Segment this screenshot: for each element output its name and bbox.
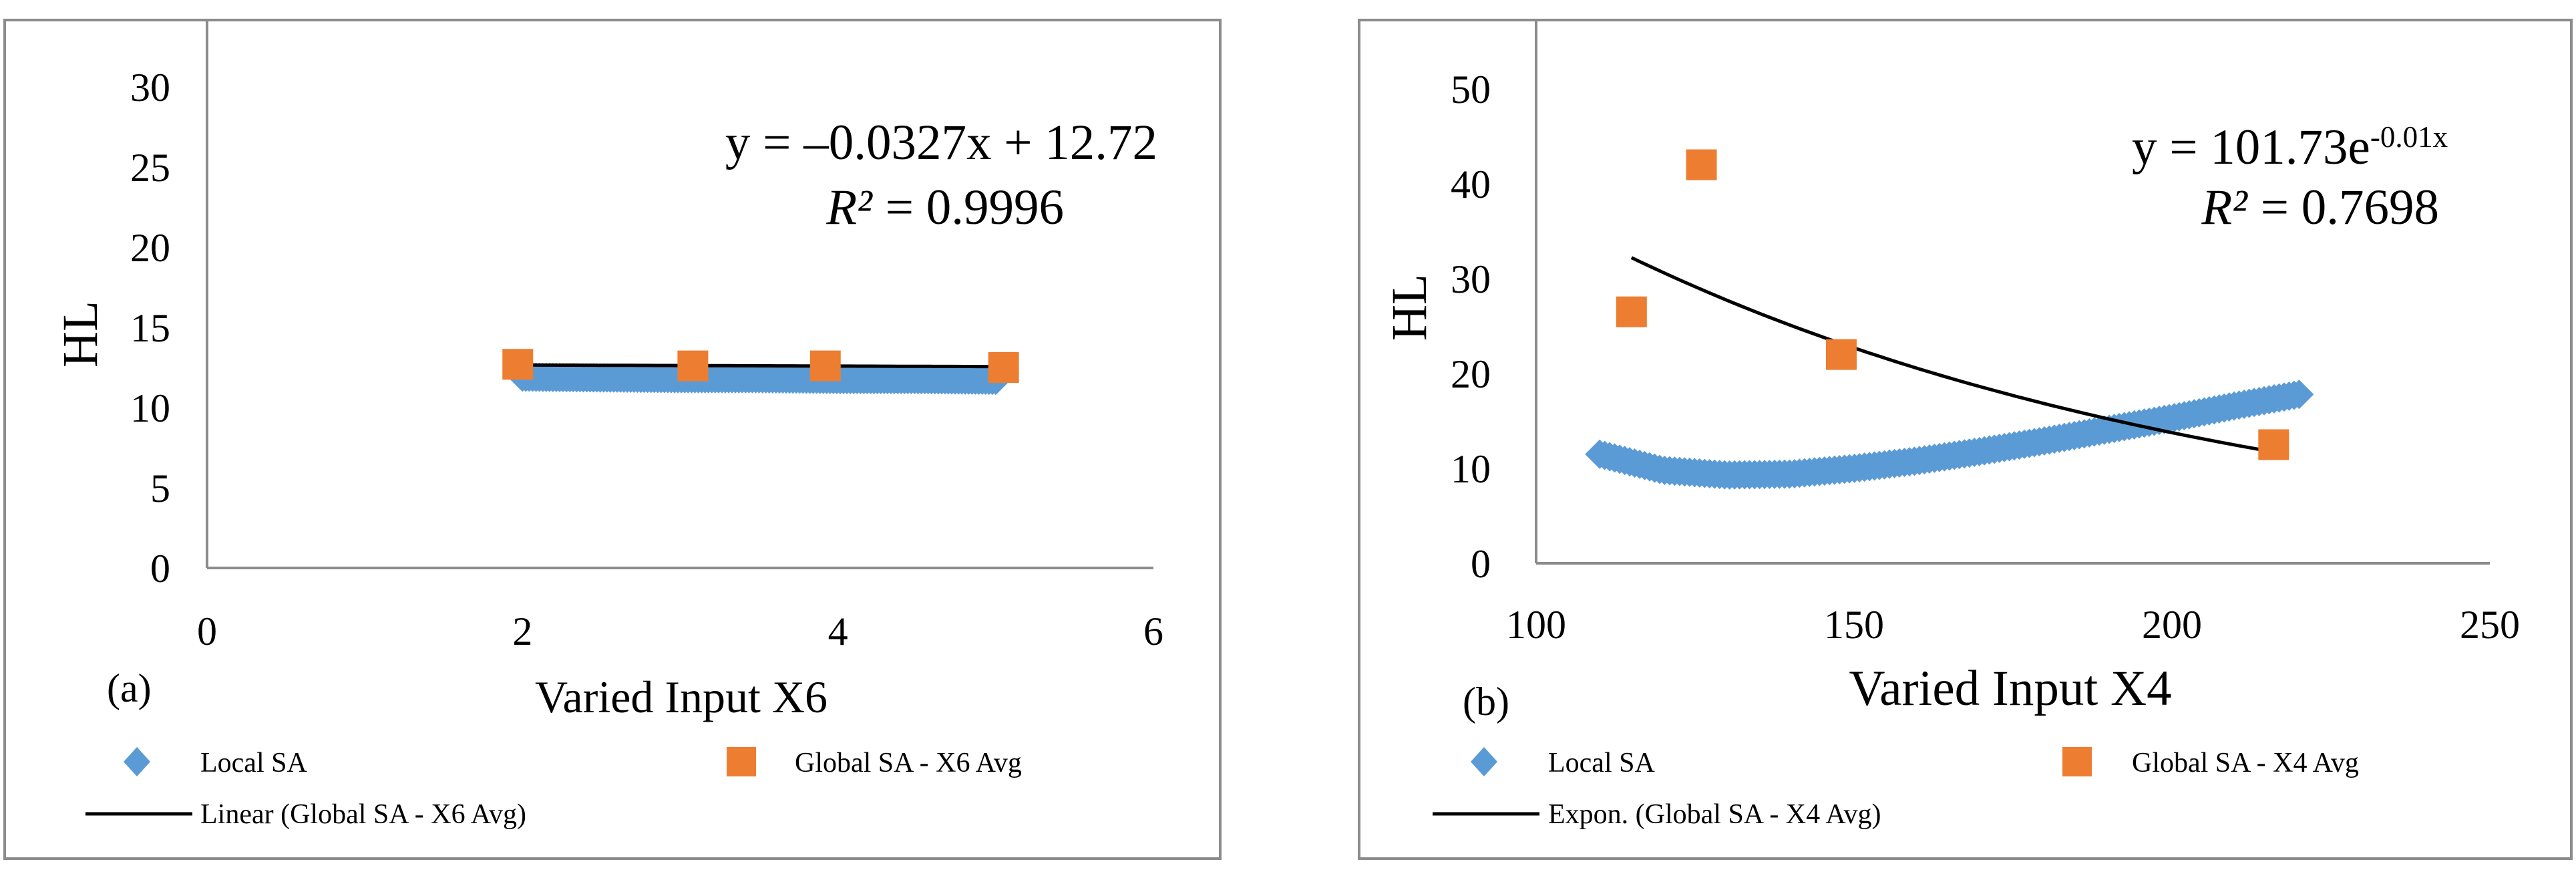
panel-b-frame bbox=[1358, 19, 2573, 860]
y-tick-label: 40 bbox=[1451, 162, 1491, 206]
x-tick-label: 2 bbox=[512, 609, 532, 653]
panel-a-legend-global: Global SA - X6 Avg bbox=[795, 748, 1022, 778]
y-tick-label: 30 bbox=[130, 65, 170, 110]
global-sa-point bbox=[677, 350, 709, 382]
global-sa-point bbox=[502, 349, 534, 380]
y-tick-label: 10 bbox=[130, 386, 170, 430]
panel-b-xlabel: Varied Input X4 bbox=[1849, 661, 2171, 716]
panel-b-ylabel: HL bbox=[1382, 274, 1437, 341]
panel-b-panel-label: (b) bbox=[1463, 680, 1509, 724]
panel-b-r2-label: R² bbox=[2201, 180, 2248, 235]
panel-b-equation-base: y = 101.73e bbox=[2132, 120, 2370, 175]
panel-b-legend-global-marker bbox=[2062, 747, 2092, 776]
panel-a-r2-label: R² bbox=[825, 180, 873, 235]
global-sa-point bbox=[1825, 339, 1857, 370]
panel-a-ylabel: HL bbox=[53, 301, 108, 367]
global-sa-point bbox=[1616, 296, 1647, 327]
panel-b-legend-local: Local SA bbox=[1548, 748, 1655, 778]
y-tick-label: 5 bbox=[150, 466, 170, 510]
y-tick-label: 15 bbox=[130, 306, 170, 350]
global-sa-point bbox=[809, 350, 841, 382]
y-tick-label: 0 bbox=[150, 547, 170, 591]
panel-b-legend-global: Global SA - X4 Avg bbox=[2132, 748, 2359, 778]
global-sa-point bbox=[988, 352, 1019, 383]
y-tick-label: 0 bbox=[1471, 542, 1491, 586]
panel-a-legend-global-marker bbox=[727, 747, 756, 776]
panel-b-equation: y = 101.73e-0.01x bbox=[2132, 120, 2448, 175]
panel-b: 100 150 200 250 0 10 20 30 40 50 y = 101.73e-0.01… bbox=[1358, 19, 2573, 860]
global-sa-point bbox=[2258, 429, 2289, 460]
x-tick-label: 0 bbox=[197, 609, 217, 653]
panel-a-legend-local: Local SA bbox=[200, 748, 307, 778]
panel-b-marks bbox=[1585, 149, 2314, 490]
trendline bbox=[1630, 256, 2274, 454]
y-tick-label: 20 bbox=[130, 226, 170, 270]
panel-a-legend-trend: Linear (Global SA - X6 Avg) bbox=[200, 799, 526, 830]
panel-a-xlabel: Varied Input X6 bbox=[535, 672, 827, 722]
x-tick-label: 200 bbox=[2142, 603, 2202, 647]
panel-b-r2: R² = 0.7698 bbox=[2201, 180, 2439, 235]
panel-b-legend-trend: Expon. (Global SA - X4 Avg) bbox=[1548, 799, 1881, 830]
panel-b-ticks: 100 150 200 250 0 10 20 30 40 50 bbox=[1451, 67, 2520, 647]
x-tick-label: 6 bbox=[1143, 609, 1163, 653]
panel-a-r2: R² = 0.9996 bbox=[825, 180, 1064, 235]
y-tick-label: 30 bbox=[1451, 257, 1491, 301]
y-tick-label: 10 bbox=[1451, 447, 1491, 491]
panel-a-ticks: 0 2 4 6 0 5 10 15 20 25 30 bbox=[130, 65, 1163, 653]
y-tick-label: 25 bbox=[130, 146, 170, 190]
x-tick-label: 100 bbox=[1506, 603, 1566, 647]
trendline bbox=[518, 363, 1004, 369]
panel-a: 0 2 4 6 0 5 10 15 20 25 30 y = –0.0327x + 12.72 R²… bbox=[3, 19, 1222, 860]
panel-a-panel-label: (a) bbox=[107, 666, 152, 710]
global-sa-point bbox=[1686, 149, 1717, 180]
panel-a-marks bbox=[502, 349, 1019, 396]
y-tick-label: 50 bbox=[1451, 67, 1491, 112]
panel-b-equation-exponent: -0.01x bbox=[2370, 120, 2448, 154]
panel-a-equation: y = –0.0327x + 12.72 bbox=[725, 115, 1157, 170]
x-tick-label: 4 bbox=[828, 609, 848, 653]
panel-b-legend-local-marker bbox=[1471, 747, 1497, 776]
panel-b-r2-value: = 0.7698 bbox=[2261, 180, 2439, 235]
panel-a-r2-value: = 0.9996 bbox=[886, 180, 1064, 235]
x-tick-label: 250 bbox=[2460, 603, 2520, 647]
panel-a-legend-local-marker bbox=[124, 747, 150, 776]
y-tick-label: 20 bbox=[1451, 352, 1491, 396]
x-tick-label: 150 bbox=[1824, 603, 1884, 647]
local-sa-point bbox=[2284, 380, 2314, 410]
